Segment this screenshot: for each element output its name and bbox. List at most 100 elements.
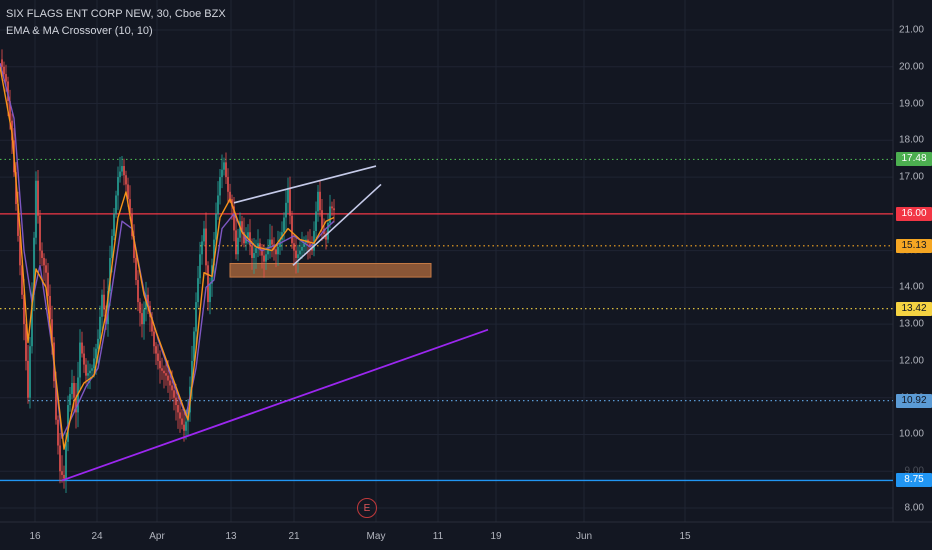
candle-body (103, 294, 105, 310)
candle-body (163, 370, 165, 374)
symbol-title: SIX FLAGS ENT CORP NEW, 30, Cboe BZX (6, 8, 226, 20)
candle-body (155, 346, 157, 354)
candle-body (23, 294, 25, 325)
candle-body (35, 180, 37, 238)
candle-body (209, 283, 211, 303)
candle-body (71, 382, 73, 395)
candle-body (143, 309, 145, 325)
candle-body (101, 294, 103, 317)
time-tick-label: 15 (679, 531, 691, 542)
candle-body (47, 272, 49, 296)
candle-body (159, 360, 161, 369)
candle-body (19, 235, 21, 266)
candle-body (37, 180, 39, 216)
candle-body (179, 412, 181, 419)
candle-body (275, 249, 277, 255)
candle-body (119, 171, 121, 178)
candle-body (295, 250, 297, 258)
candle-body (191, 360, 193, 387)
candle-body (171, 385, 173, 391)
candle-body (153, 331, 155, 347)
candle-body (17, 204, 19, 236)
candle-body (221, 169, 223, 178)
candle-body (175, 397, 177, 406)
time-tick-label: 11 (432, 531, 444, 542)
candle-body (43, 257, 45, 266)
time-tick-label: 16 (29, 531, 41, 542)
candle-body (59, 445, 61, 472)
time-tick-label: 21 (288, 531, 300, 542)
candle-body (121, 166, 123, 172)
candle-body (41, 250, 43, 258)
candle-body (183, 424, 185, 431)
candle-body (237, 237, 239, 255)
candle-body (299, 250, 301, 255)
candle-body (113, 213, 115, 236)
candle-body (27, 360, 29, 398)
candle-body (173, 390, 175, 398)
time-tick-label: 13 (225, 531, 237, 542)
earnings-marker[interactable]: E (357, 498, 377, 518)
candle-body (289, 188, 291, 216)
candle-body (253, 253, 255, 258)
candle-body (223, 162, 225, 170)
candle-body (213, 239, 215, 266)
candle-body (197, 278, 199, 303)
candle-body (233, 206, 235, 231)
candle-body (137, 280, 139, 303)
time-tick-label: Jun (575, 531, 593, 542)
candle-body (81, 342, 83, 354)
channel_bottom-line (292, 183, 382, 266)
candle-body (277, 246, 279, 255)
candle-body (205, 228, 207, 266)
time-tick-label: 19 (490, 531, 502, 542)
candle-body (235, 230, 237, 255)
support-zone (229, 262, 432, 278)
candle-body (239, 221, 241, 238)
candle-body (97, 338, 99, 349)
candle-body (215, 213, 217, 240)
candle-body (327, 223, 329, 240)
candle-body (1, 59, 3, 67)
candle-body (21, 265, 23, 295)
candle-body (257, 243, 259, 249)
trendline-line (61, 328, 489, 482)
candle-body (291, 215, 293, 244)
time-tick-label: 24 (91, 531, 103, 542)
candle-body (7, 81, 9, 102)
candle-body (265, 254, 267, 262)
candle-body (195, 302, 197, 332)
candle-body (243, 232, 245, 244)
candle-body (285, 202, 287, 218)
candle-body (165, 373, 167, 376)
candle-body (283, 217, 285, 233)
candle-body (39, 215, 41, 251)
candle-body (49, 295, 51, 320)
candle-body (31, 294, 33, 347)
price-tick-label: 14.00 (898, 281, 924, 293)
candle-body (63, 474, 65, 479)
candle-body (123, 166, 125, 176)
price-tick-label: 21.00 (898, 24, 924, 36)
candle-body (55, 381, 57, 420)
candle-body (151, 316, 153, 332)
candle-body (147, 294, 149, 306)
price-tick-label: 8.00 (904, 502, 924, 514)
candle-body (117, 177, 119, 196)
price-tick-label: 19.00 (898, 98, 924, 110)
candle-body (161, 368, 163, 371)
candle-body (241, 221, 243, 233)
time-tick-label: May (366, 531, 386, 542)
price-level-tag: 15.13 (896, 238, 932, 253)
candle-body (91, 368, 93, 371)
channel_top-line (233, 165, 377, 204)
candle-body (99, 316, 101, 339)
candle-body (127, 184, 129, 200)
price-tick-label: 9.00 (904, 465, 924, 477)
candle-body (301, 246, 303, 251)
candle-body (45, 265, 47, 273)
price-level-tag: 17.48 (896, 152, 932, 167)
ema-line (0, 66, 335, 450)
candle-body (225, 162, 227, 178)
